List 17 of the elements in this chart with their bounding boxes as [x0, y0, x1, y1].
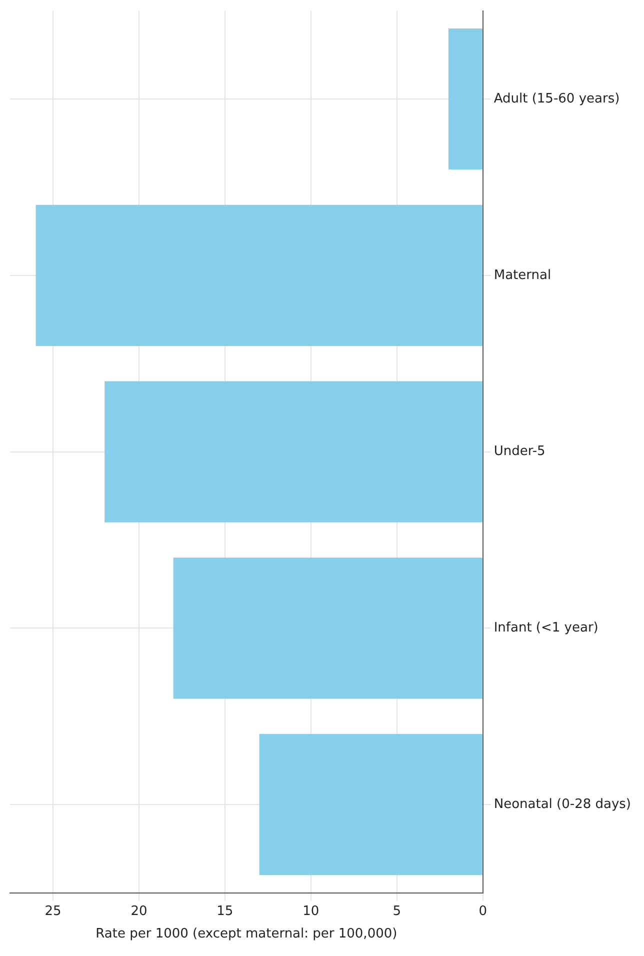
bar — [173, 558, 482, 699]
y-tick-label: Maternal — [494, 268, 552, 283]
x-tick-label: 10 — [302, 904, 320, 919]
y-tick-label: Infant (<1 year) — [494, 620, 598, 636]
y-tick-label: Adult (15-60 years) — [494, 91, 620, 106]
bar — [448, 28, 482, 170]
x-tick-label: 0 — [478, 904, 487, 919]
bar — [36, 204, 482, 346]
x-tick-label: 25 — [44, 904, 62, 919]
bar — [104, 381, 482, 522]
x-tick-label: 15 — [216, 904, 234, 919]
x-axis-title: Rate per 1000 (except maternal: per 100,000) — [96, 926, 398, 942]
bar — [259, 734, 482, 876]
y-tick-label: Under-5 — [494, 444, 546, 460]
y-tick-label: Neonatal (0-28 days) — [494, 796, 631, 812]
x-tick-label: 20 — [130, 904, 148, 919]
x-tick-label: 5 — [392, 904, 402, 919]
